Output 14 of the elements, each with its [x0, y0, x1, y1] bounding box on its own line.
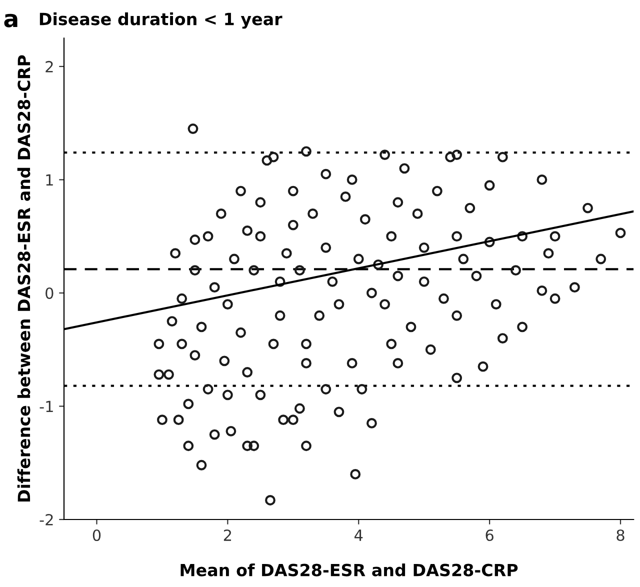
text: a — [4, 14, 18, 28]
x-tick-label: 6 — [486, 529, 494, 542]
y-tick-label: 0 — [46, 287, 54, 300]
x-tick-label: 0 — [92, 529, 101, 542]
x-tick-label: 8 — [616, 529, 624, 542]
y-tick-label: -1 — [40, 400, 53, 412]
x-axis-title: Mean of DAS28-ESR and DAS28-CRP — [180, 563, 518, 576]
chart-title: Disease duration < 1 year — [40, 12, 282, 29]
y-axis-title: Difference between DAS28-ESR and DAS28-CRP — [17, 55, 30, 502]
x-tick-label: 2 — [224, 529, 232, 541]
y-tick-label: 2 — [46, 60, 53, 72]
y-tick-label: 1 — [46, 174, 53, 186]
y-tick-label: -2 — [40, 514, 53, 526]
x-tick-label: 4 — [354, 530, 363, 541]
